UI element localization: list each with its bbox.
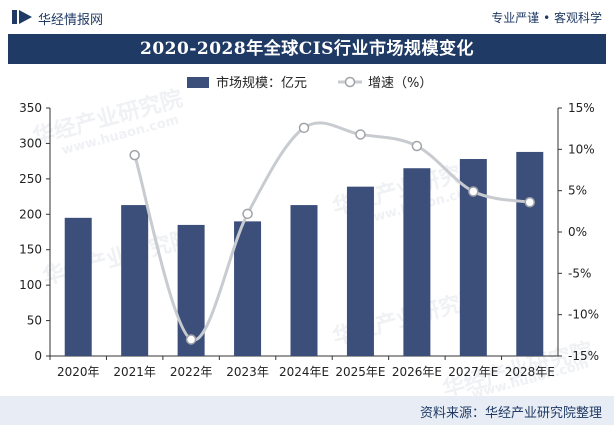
bar [516, 151, 544, 356]
y-right-tick-label: -10% [568, 308, 599, 322]
bar [346, 186, 374, 356]
y-left-tick-label: 0 [34, 349, 42, 363]
growth-marker [524, 196, 536, 208]
bar [64, 217, 92, 356]
y-left-tick-label: 150 [19, 243, 42, 257]
chart-title: 2020-2028年全球CIS行业市场规模变化 [8, 34, 606, 64]
x-tick-label: 2025年E [335, 365, 385, 379]
y-left-tick-label: 350 [19, 101, 42, 115]
brand-bar: 华经情报网 专业严谨 • 客观科学 [0, 0, 614, 34]
y-right-tick-label: 10% [568, 142, 595, 156]
y-right-tick-label: 5% [568, 184, 587, 198]
growth-marker [468, 186, 479, 197]
growth-marker [185, 334, 197, 345]
x-tick-label: 2027年E [448, 365, 498, 379]
x-tick-label: 2028年E [505, 365, 555, 379]
brand-logo-icon [12, 10, 32, 24]
legend-line-marker [344, 76, 356, 88]
y-left-tick-label: 250 [19, 172, 42, 186]
y-left-tick-label: 300 [19, 136, 42, 150]
y-right-tick-label: 15% [568, 101, 595, 115]
x-tick-label: 2020年 [57, 365, 100, 379]
x-tick-label: 2022年 [170, 365, 213, 379]
y-right-tick-label: -5% [568, 266, 591, 280]
brand-name: 华经情报网 [38, 13, 104, 28]
bar [403, 168, 431, 356]
brand-tagline: 专业严谨 • 客观科学 [491, 11, 602, 25]
source-note: 资料来源：华经产业研究院整理 [419, 406, 602, 421]
bar [121, 205, 149, 356]
growth-marker [242, 208, 253, 220]
bar [234, 221, 262, 356]
x-tick-label: 2021年 [113, 365, 156, 379]
bar [290, 205, 318, 356]
x-tick-label: 2023年 [226, 365, 269, 379]
x-tick-label: 2024年E [279, 365, 329, 379]
legend-bar-label: 市场规模：亿元 [216, 75, 307, 91]
x-tick-label: 2026年E [392, 365, 442, 379]
chart-area: 0 50 100 150 200 250 300 350 -15% -10% -5% 0% 5% 10% 1… [19, 75, 599, 379]
legend-line-label: 增速（%） [368, 76, 432, 91]
y-left-tick-label: 100 [19, 278, 42, 292]
growth-marker [129, 149, 140, 161]
y-left-tick-label: 200 [19, 207, 42, 221]
y-left-tick-label: 50 [27, 314, 42, 328]
footer-bar: 资料来源：华经产业研究院整理 [0, 396, 614, 425]
y-right-tick-label: -15% [568, 349, 599, 363]
legend-bar-swatch [187, 77, 209, 88]
growth-marker [411, 140, 423, 152]
growth-marker [355, 129, 366, 140]
y-right-tick-label: 0% [568, 225, 587, 239]
growth-marker [298, 122, 310, 134]
